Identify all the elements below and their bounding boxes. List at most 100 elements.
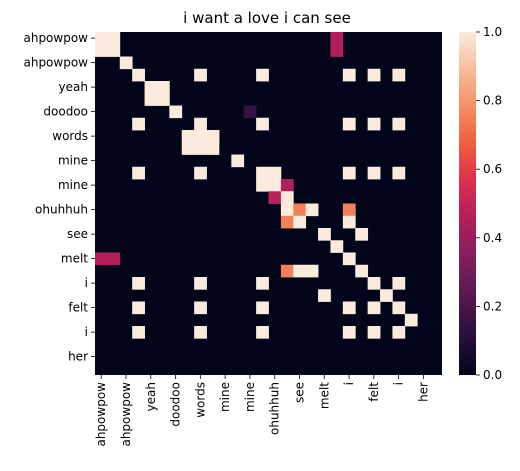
heatmap-cell xyxy=(181,142,195,155)
colorbar-tick-label: 0.0 xyxy=(483,368,502,382)
heatmap-cell xyxy=(256,179,269,192)
heatmap-cell xyxy=(342,203,356,217)
heatmap-cell xyxy=(293,203,307,217)
heatmap-cells xyxy=(95,32,442,375)
heatmap-cell xyxy=(318,228,331,241)
heatmap-cell xyxy=(144,93,158,106)
colorbar-tick-label: 1.0 xyxy=(483,25,502,39)
heatmap-cell xyxy=(342,68,356,82)
heatmap-cell xyxy=(367,301,381,315)
heatmap-cell xyxy=(194,117,207,131)
y-tick-label: mine xyxy=(58,178,88,192)
heatmap-cell xyxy=(280,191,294,204)
heatmap-cell xyxy=(256,301,269,315)
heatmap-cell xyxy=(144,81,158,94)
x-tick-label: ahpowpow xyxy=(94,382,108,447)
heatmap-cell xyxy=(367,326,381,339)
heatmap-cell xyxy=(293,215,307,229)
heatmap-cell xyxy=(256,117,269,131)
heatmap-cell xyxy=(280,264,294,278)
heatmap-cell xyxy=(194,130,207,143)
heatmap-cell xyxy=(107,44,121,57)
heatmap-cell xyxy=(367,166,381,180)
y-tick-label: words xyxy=(52,129,88,143)
heatmap-cell xyxy=(268,166,282,180)
heatmap-cell xyxy=(380,289,393,302)
heatmap-cell xyxy=(194,68,207,82)
y-tick-label: yeah xyxy=(59,80,88,94)
heatmap-cell xyxy=(305,264,319,278)
heatmap-cell xyxy=(330,44,344,57)
y-tick-label: ahpowpow xyxy=(23,31,88,45)
x-tick-label: yeah xyxy=(144,382,158,411)
heatmap-cell xyxy=(107,32,121,45)
heatmap-cell xyxy=(132,166,145,180)
y-tick-label: i xyxy=(85,325,88,339)
x-tick-label: ohuhhuh xyxy=(268,382,282,435)
heatmap-cell xyxy=(355,228,369,241)
x-tick-label: ahpowpow xyxy=(119,382,133,447)
heatmap-cell xyxy=(194,301,207,315)
heatmap-cell xyxy=(95,44,108,57)
heatmap-cell xyxy=(330,32,344,45)
heatmap-cell xyxy=(95,252,108,266)
heatmap-cell xyxy=(256,277,269,290)
heatmap-cell xyxy=(231,154,245,168)
x-tick-label: doodoo xyxy=(169,382,183,427)
heatmap-cell xyxy=(132,301,145,315)
heatmap-cell xyxy=(107,252,121,266)
chart-title: i want a love i can see xyxy=(183,9,351,27)
heatmap-cell xyxy=(268,179,282,192)
heatmap-cell xyxy=(392,326,406,339)
heatmap-cell xyxy=(95,32,108,45)
heatmap-cell xyxy=(256,68,269,82)
heatmap-cell xyxy=(268,191,282,204)
x-tick-label: felt xyxy=(367,382,381,402)
heatmap-cell xyxy=(305,203,319,217)
heatmap-cell xyxy=(342,252,356,266)
heatmap-cell xyxy=(392,277,406,290)
heatmap-cell xyxy=(392,117,406,131)
heatmap-cell xyxy=(367,68,381,82)
x-tick-label: words xyxy=(193,382,207,418)
heatmap-cell xyxy=(280,179,294,192)
x-tick-label: mine xyxy=(218,382,232,412)
y-tick-label: see xyxy=(67,227,88,241)
heatmap-cell xyxy=(342,326,356,339)
y-tick-label: doodoo xyxy=(43,105,88,119)
heatmap-cell xyxy=(256,166,269,180)
heatmap-cell xyxy=(293,264,307,278)
colorbar xyxy=(459,32,476,375)
heatmap-cell xyxy=(194,166,207,180)
colorbar-tick-label: 0.2 xyxy=(483,299,502,313)
x-tick-labels: ahpowpow ahpowpow yeah doodoo words mine mine o… xyxy=(94,375,430,447)
x-tick-label: i xyxy=(342,382,356,385)
heatmap-cell xyxy=(132,117,145,131)
x-tick-label: melt xyxy=(317,382,331,409)
y-tick-labels: ahpowpow ahpowpow yeah doodoo words mine mine o… xyxy=(23,31,95,364)
x-tick-label: i xyxy=(392,382,406,385)
y-tick-label: ohuhhuh xyxy=(35,203,88,217)
heatmap-cell xyxy=(206,130,220,143)
heatmap-cell xyxy=(342,301,356,315)
heatmap-cell xyxy=(156,81,170,94)
colorbar-tick-label: 0.8 xyxy=(483,94,502,108)
heatmap-cell xyxy=(132,277,145,290)
heatmap-cell xyxy=(194,142,207,155)
x-tick-label: see xyxy=(292,382,306,403)
heatmap-cell xyxy=(194,326,207,339)
heatmap-cell xyxy=(367,117,381,131)
heatmap-cell xyxy=(256,326,269,339)
x-tick-label: her xyxy=(416,382,430,402)
heatmap-cell xyxy=(342,117,356,131)
heatmap-cell xyxy=(169,105,183,119)
heatmap-cell xyxy=(280,215,294,229)
y-tick-label: i xyxy=(85,276,88,290)
heatmap-cell xyxy=(119,56,133,70)
heatmap-cell xyxy=(132,326,145,339)
heatmap-cell xyxy=(280,203,294,217)
heatmap-cell xyxy=(206,142,220,155)
y-tick-label: her xyxy=(68,350,88,364)
heatmap-cell xyxy=(392,166,406,180)
